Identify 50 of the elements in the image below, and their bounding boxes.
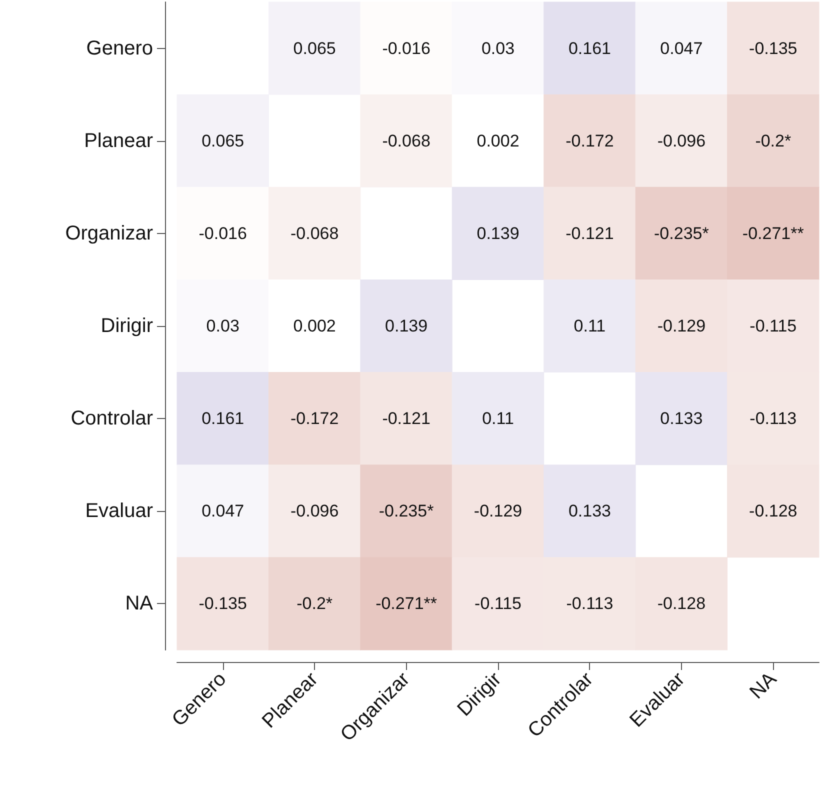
data-label: 0.139	[385, 316, 428, 336]
data-label: -0.135	[749, 38, 798, 58]
y-tick-label: Dirigir	[100, 315, 154, 337]
data-label: -0.115	[474, 594, 522, 614]
data-label: -0.068	[382, 131, 430, 150]
data-label: -0.128	[657, 594, 706, 614]
data-label: 0.161	[202, 409, 244, 428]
y-tick-label: Planear	[84, 130, 154, 152]
data-label: -0.096	[290, 502, 339, 521]
data-label: -0.129	[657, 316, 706, 336]
data-label: 0.03	[481, 38, 515, 58]
data-label: 0.11	[574, 316, 606, 336]
data-label: -0.271**	[376, 594, 438, 614]
data-label: -0.271**	[742, 224, 804, 243]
y-tick-label: Evaluar	[85, 500, 154, 522]
data-label: 0.139	[476, 224, 520, 243]
data-label: 0.047	[660, 38, 703, 58]
data-label: -0.016	[198, 224, 247, 243]
y-tick-label: Genero	[86, 37, 153, 60]
data-label: 0.002	[476, 131, 520, 150]
data-label: -0.235*	[654, 224, 710, 243]
data-label: 0.03	[206, 316, 240, 336]
data-label: 0.065	[293, 38, 336, 58]
data-label: -0.096	[657, 131, 706, 150]
data-label: -0.172	[566, 131, 614, 150]
data-label: -0.115	[750, 316, 797, 336]
data-label: 0.161	[568, 38, 611, 58]
data-label: 0.047	[202, 502, 244, 521]
x-tick-label: NA	[746, 668, 782, 704]
data-label: -0.128	[749, 502, 798, 521]
data-label: 0.11	[482, 409, 514, 428]
data-label: -0.113	[750, 409, 797, 428]
data-label: -0.235*	[378, 502, 434, 521]
data-label: 0.065	[202, 131, 244, 150]
y-tick-label: Organizar	[65, 222, 154, 244]
data-label: -0.2*	[755, 131, 792, 150]
data-label: -0.068	[290, 224, 339, 243]
data-label: -0.129	[474, 502, 522, 521]
data-label: 0.002	[293, 316, 336, 336]
data-label: 0.133	[660, 409, 703, 428]
data-label: -0.135	[198, 594, 247, 614]
data-label: -0.016	[382, 38, 430, 58]
data-label: -0.121	[382, 409, 430, 428]
data-label: -0.2*	[296, 594, 333, 614]
data-label: -0.121	[566, 224, 614, 243]
data-label: -0.172	[290, 409, 339, 428]
y-tick-label: NA	[125, 592, 154, 615]
data-label: 0.133	[568, 502, 611, 521]
data-label: -0.113	[566, 594, 614, 614]
y-tick-label: Controlar	[70, 408, 154, 430]
